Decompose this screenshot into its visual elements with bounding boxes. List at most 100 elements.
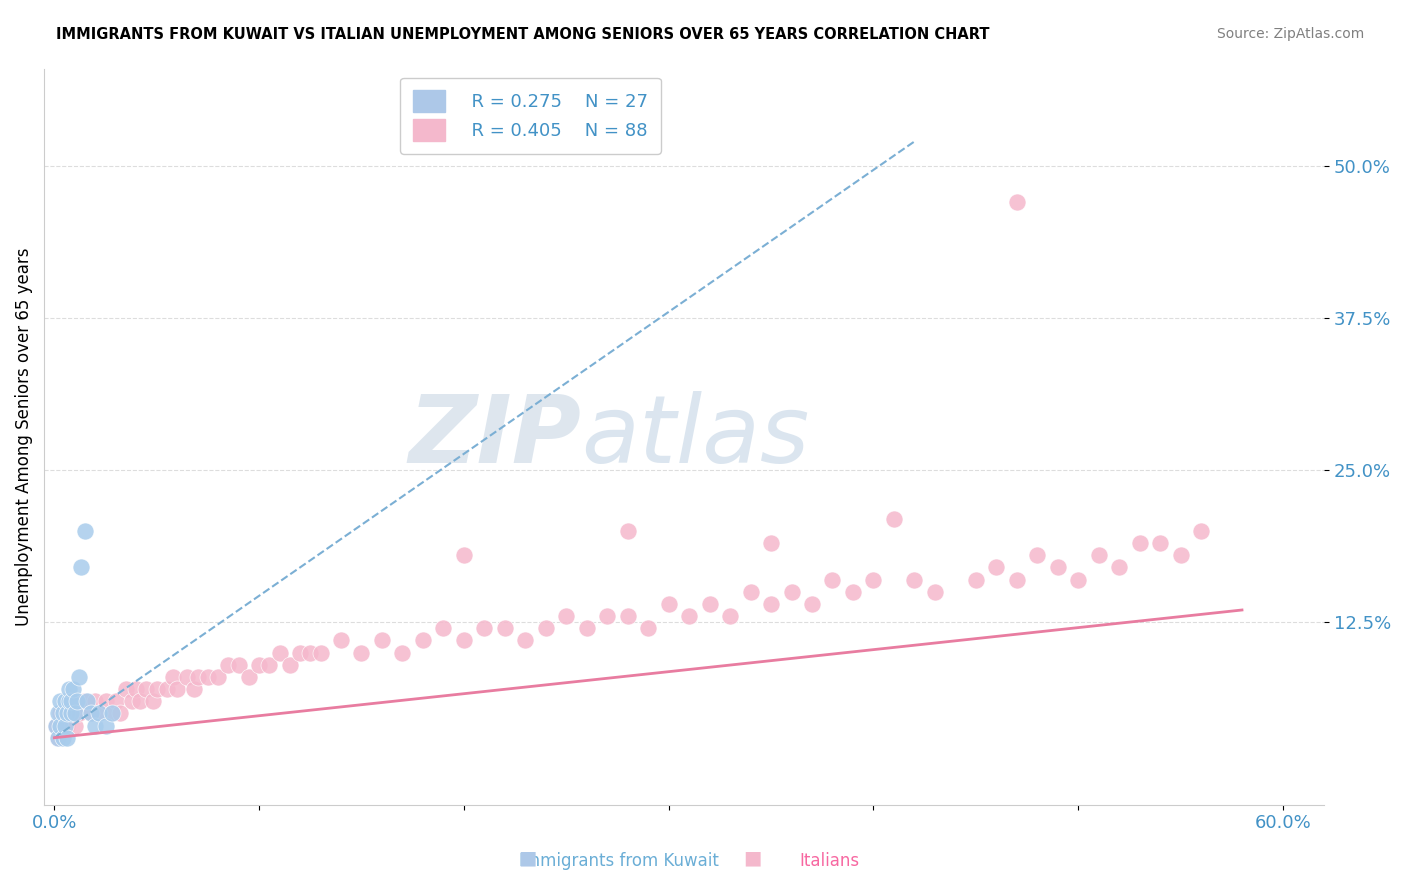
Point — [187, 670, 209, 684]
Point — [100, 706, 122, 721]
Point — [596, 609, 619, 624]
Point — [183, 682, 205, 697]
Point — [80, 706, 103, 721]
Point — [228, 657, 250, 672]
Text: atlas: atlas — [582, 391, 810, 482]
Point — [94, 718, 117, 732]
Point — [94, 694, 117, 708]
Point — [658, 597, 681, 611]
Point — [70, 560, 93, 574]
Point — [309, 646, 332, 660]
Point — [494, 621, 516, 635]
Point — [453, 548, 475, 562]
Point — [678, 609, 700, 624]
Point — [49, 694, 72, 708]
Point — [575, 621, 598, 635]
Point — [59, 706, 82, 721]
Point — [45, 718, 67, 732]
Point — [1005, 573, 1028, 587]
Point — [162, 670, 184, 684]
Point — [48, 731, 70, 745]
Point — [49, 718, 72, 732]
Point — [453, 633, 475, 648]
Point — [534, 621, 557, 635]
Y-axis label: Unemployment Among Seniors over 65 years: Unemployment Among Seniors over 65 years — [15, 247, 32, 626]
Point — [759, 597, 782, 611]
Point — [1170, 548, 1192, 562]
Point — [207, 670, 229, 684]
Point — [288, 646, 311, 660]
Point — [121, 694, 143, 708]
Point — [432, 621, 454, 635]
Point — [247, 657, 270, 672]
Text: ■: ■ — [742, 848, 762, 867]
Point — [53, 694, 76, 708]
Point — [1108, 560, 1130, 574]
Point — [115, 682, 138, 697]
Point — [391, 646, 413, 660]
Point — [616, 524, 638, 538]
Point — [555, 609, 578, 624]
Point — [903, 573, 925, 587]
Point — [67, 670, 90, 684]
Point — [49, 706, 72, 721]
Point — [51, 718, 73, 732]
Point — [58, 694, 80, 708]
Point — [759, 536, 782, 550]
Point — [84, 718, 107, 732]
Point — [350, 646, 373, 660]
Point — [89, 706, 111, 721]
Point — [48, 731, 70, 745]
Point — [986, 560, 1008, 574]
Point — [58, 682, 80, 697]
Point — [59, 706, 82, 721]
Point — [1149, 536, 1171, 550]
Point — [59, 694, 82, 708]
Point — [371, 633, 394, 648]
Point — [142, 694, 165, 708]
Point — [62, 682, 84, 697]
Point — [217, 657, 239, 672]
Point — [616, 609, 638, 624]
Point — [55, 731, 77, 745]
Point — [67, 706, 90, 721]
Point — [883, 512, 905, 526]
Text: IMMIGRANTS FROM KUWAIT VS ITALIAN UNEMPLOYMENT AMONG SENIORS OVER 65 YEARS CORRE: IMMIGRANTS FROM KUWAIT VS ITALIAN UNEMPL… — [56, 27, 990, 42]
Point — [1189, 524, 1212, 538]
Point — [48, 706, 70, 721]
Point — [125, 682, 148, 697]
Text: ZIP: ZIP — [409, 391, 582, 483]
Point — [1087, 548, 1109, 562]
Point — [740, 584, 762, 599]
Point — [1129, 536, 1152, 550]
Point — [924, 584, 946, 599]
Point — [75, 694, 97, 708]
Text: Italians: Italians — [800, 852, 859, 870]
Point — [330, 633, 353, 648]
Point — [1067, 573, 1090, 587]
Point — [780, 584, 803, 599]
Point — [1005, 195, 1028, 210]
Point — [55, 718, 77, 732]
Point — [63, 706, 86, 721]
Point — [176, 670, 198, 684]
Point — [197, 670, 219, 684]
Point — [299, 646, 322, 660]
Point — [45, 718, 67, 732]
Point — [718, 609, 741, 624]
Point — [129, 694, 152, 708]
Point — [1026, 548, 1049, 562]
Point — [53, 706, 76, 721]
Point — [108, 706, 131, 721]
Point — [100, 706, 122, 721]
Point — [84, 694, 107, 708]
Text: Source: ZipAtlas.com: Source: ZipAtlas.com — [1216, 27, 1364, 41]
Point — [515, 633, 537, 648]
Point — [145, 682, 167, 697]
Point — [269, 646, 291, 660]
Point — [637, 621, 659, 635]
Point — [1046, 560, 1069, 574]
Point — [53, 718, 76, 732]
Point — [76, 694, 98, 708]
Point — [156, 682, 179, 697]
